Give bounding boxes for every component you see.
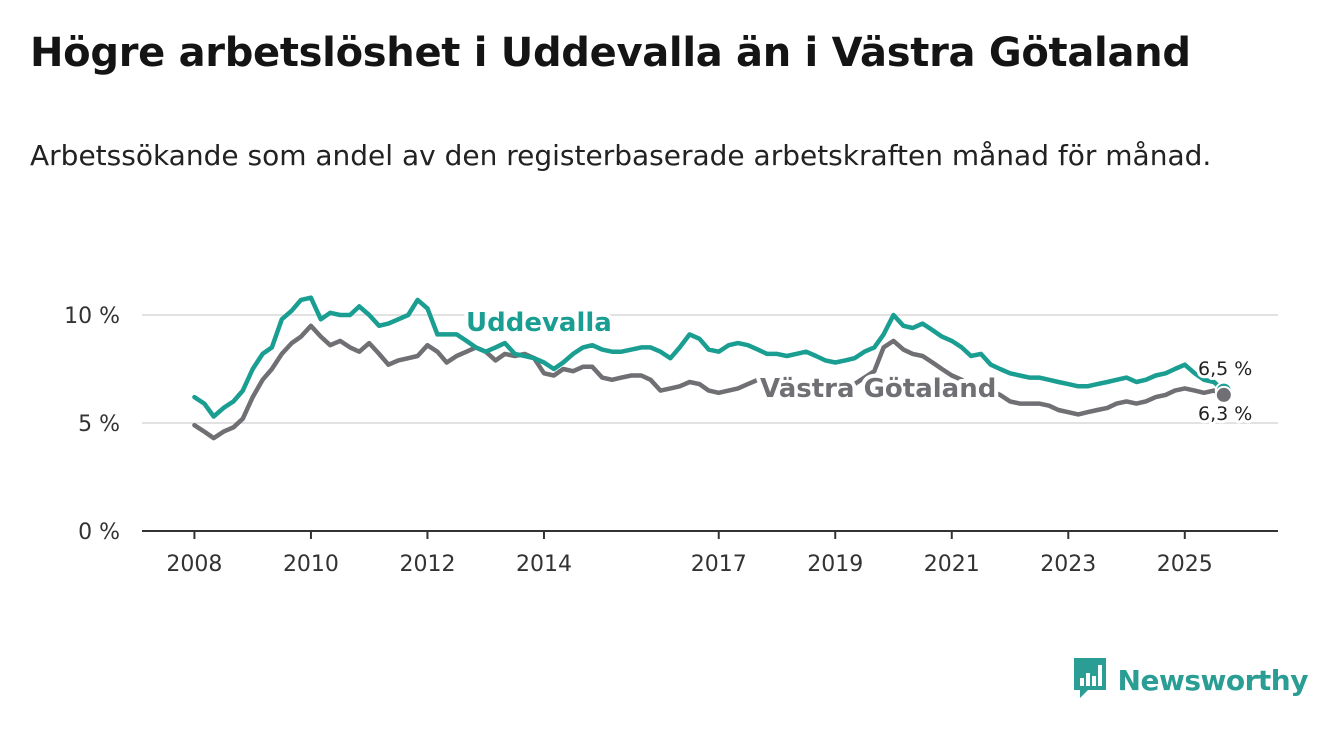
x-tick-label: 2014 bbox=[516, 552, 572, 577]
x-tick-label: 2019 bbox=[807, 552, 863, 577]
x-tick-label: 2010 bbox=[283, 552, 339, 577]
x-tick-label: 2021 bbox=[924, 552, 980, 577]
end-label-uddevalla: 6,5 % bbox=[1198, 358, 1252, 380]
end-label-vastra-gotaland: 6,3 % bbox=[1198, 403, 1252, 425]
x-tick-label: 2023 bbox=[1040, 552, 1096, 577]
brand-name: Newsworthy bbox=[1117, 663, 1309, 697]
y-tick-label: 5 % bbox=[78, 412, 120, 437]
y-tick-label: 0 % bbox=[78, 520, 120, 545]
y-tick-label: 10 % bbox=[64, 304, 120, 329]
series-label-vastra-gotaland-halo: Västra Götaland bbox=[760, 374, 996, 404]
x-tick-label: 2017 bbox=[691, 552, 747, 577]
series-label-uddevalla: Uddevalla bbox=[466, 308, 612, 338]
series-label-uddevalla-halo: Uddevalla bbox=[466, 308, 612, 338]
end-label-uddevalla-halo: 6,5 % bbox=[1198, 358, 1252, 380]
series-line-uddevalla bbox=[192, 295, 1227, 419]
end-point-vastra-gotaland bbox=[1214, 385, 1233, 404]
series-line-vastra-gotaland bbox=[192, 323, 1227, 441]
x-tick-label: 2008 bbox=[166, 552, 222, 577]
end-label-vastra-gotaland-halo: 6,3 % bbox=[1198, 403, 1252, 425]
series-label-vastra-gotaland: Västra Götaland bbox=[760, 374, 996, 404]
x-tick-label: 2012 bbox=[399, 552, 455, 577]
x-tick-label: 2025 bbox=[1157, 552, 1213, 577]
newsworthy-logo: Newsworthy bbox=[1072, 656, 1309, 704]
bar-chart-logo-icon bbox=[1072, 656, 1108, 704]
chart-title: Högre arbetslöshet i Uddevalla än i Väst… bbox=[30, 30, 1191, 76]
chart-subtitle: Arbetssökande som andel av den registerb… bbox=[30, 139, 1212, 172]
